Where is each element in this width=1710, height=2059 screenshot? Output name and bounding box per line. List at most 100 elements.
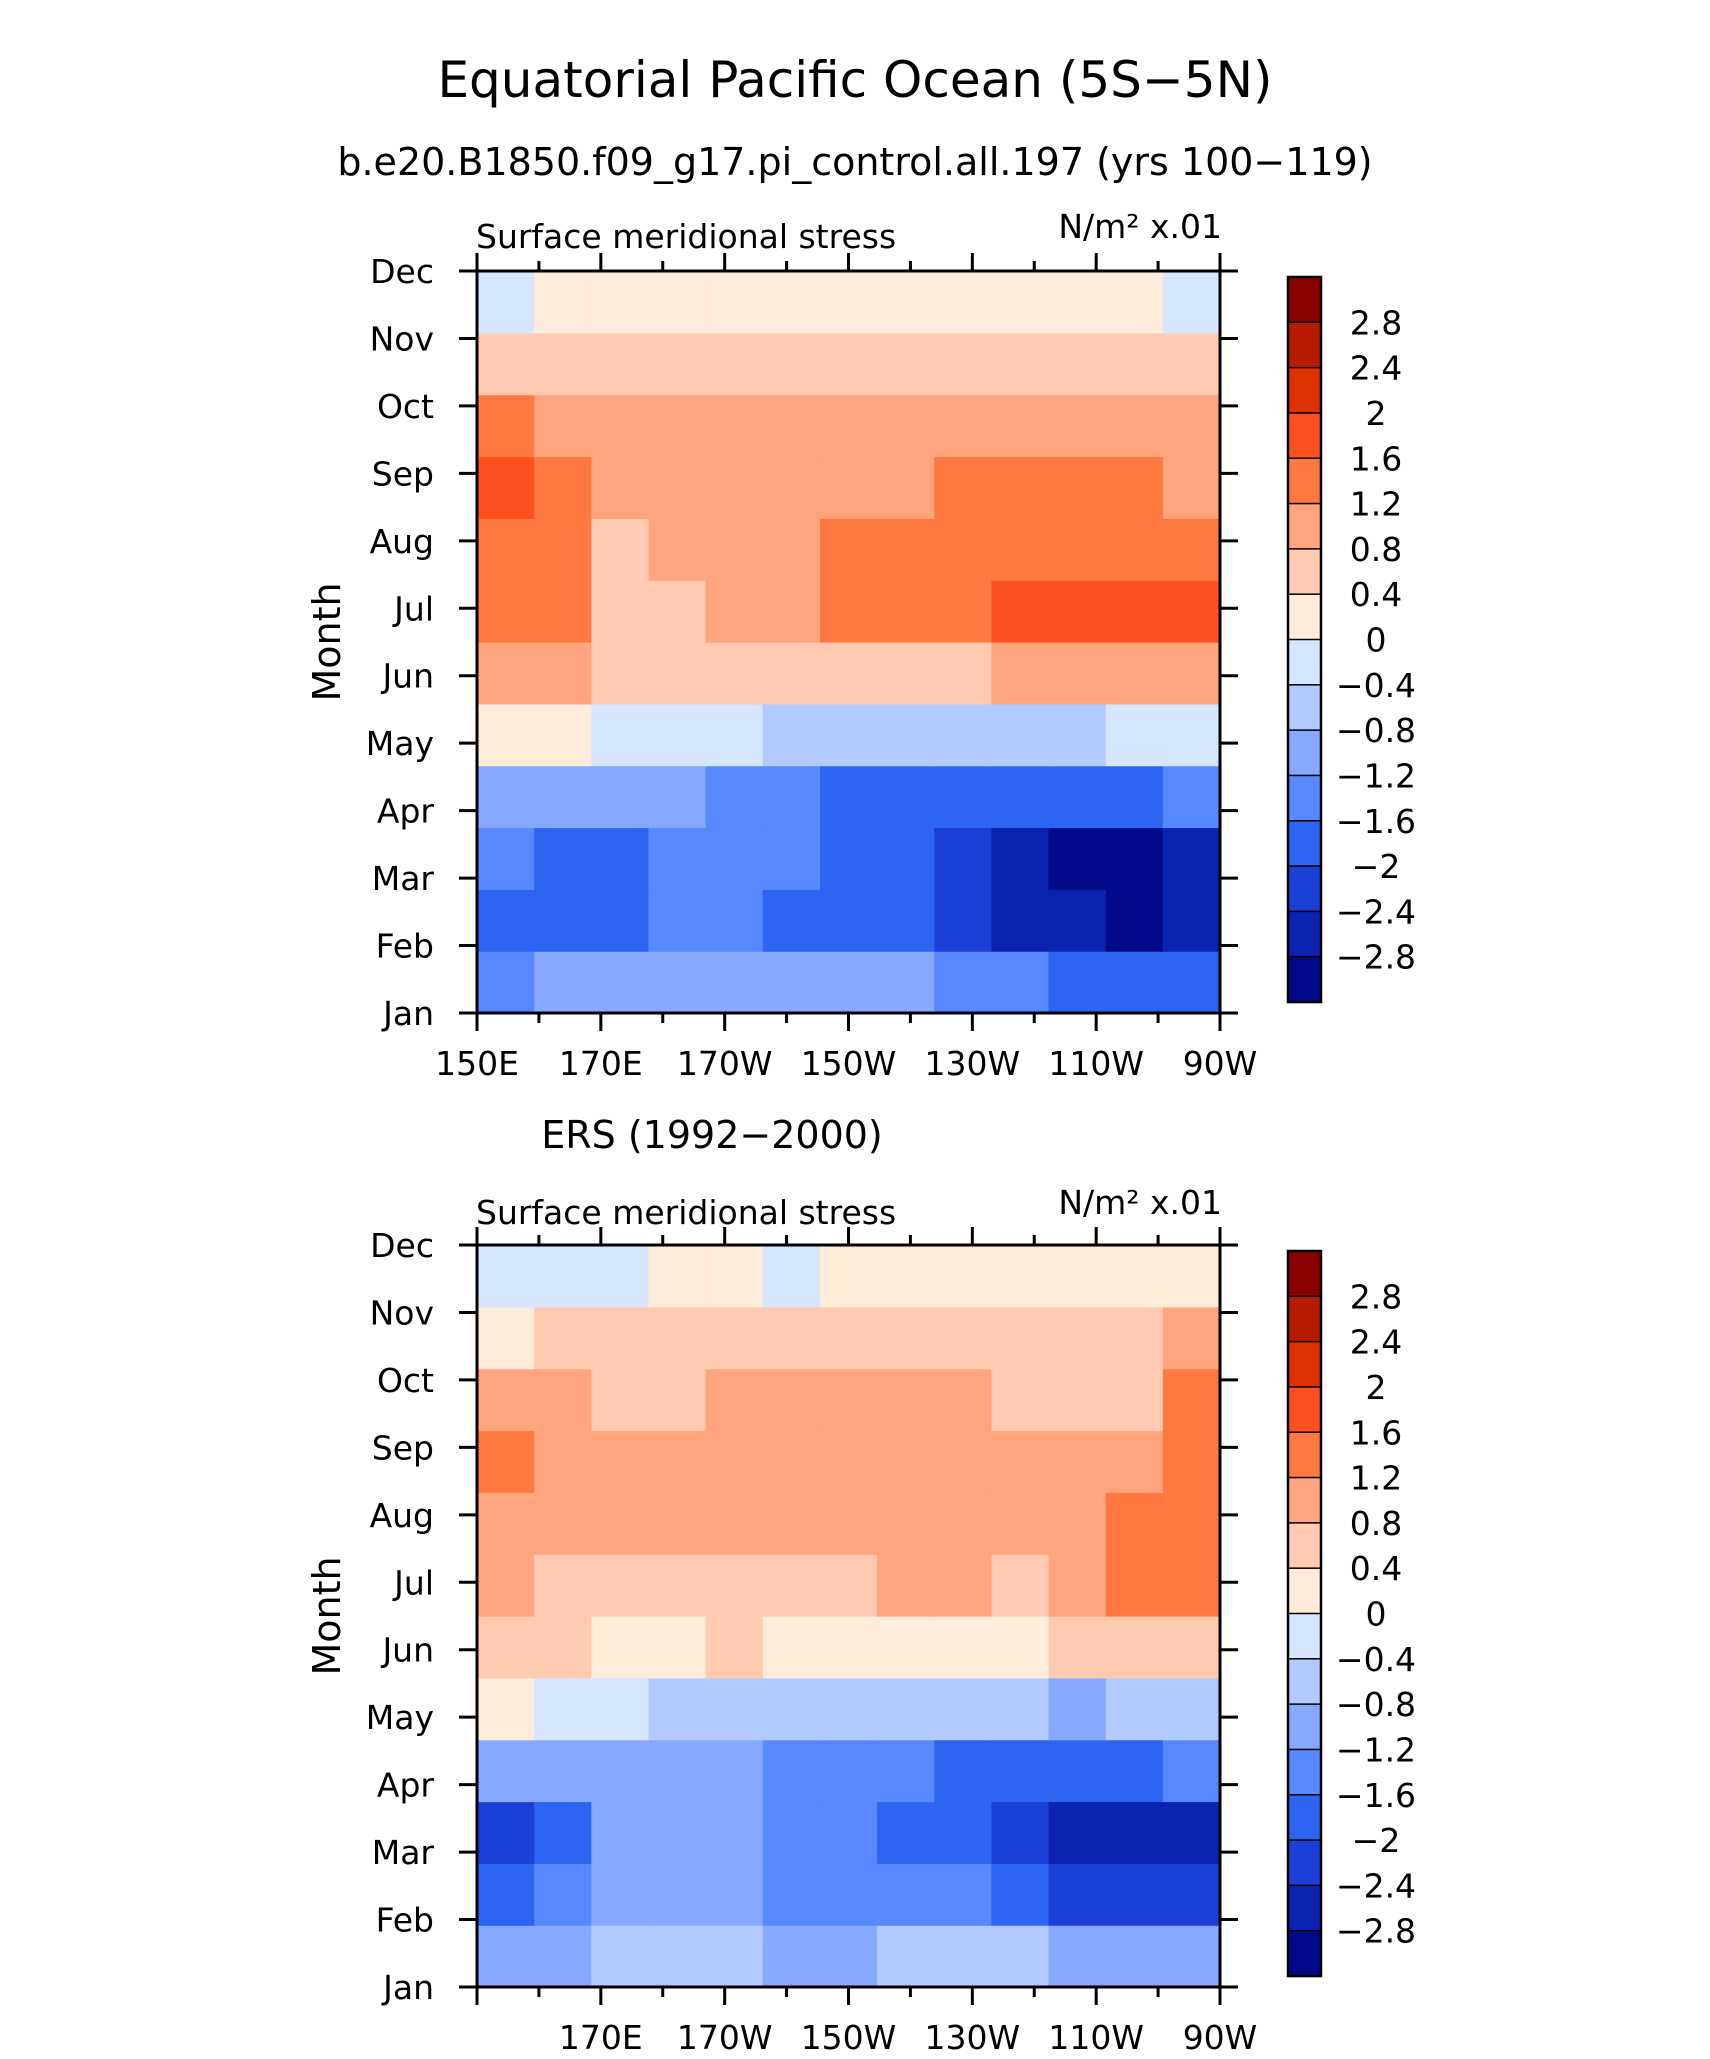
colorbar-label: 1.6 <box>1350 439 1402 478</box>
colorbar-swatch <box>1287 1612 1322 1660</box>
heatmap-cell-mar-170w <box>705 827 764 890</box>
heatmap-cell-jul-120w <box>991 1554 1050 1617</box>
heatmap-cell-dec-150e <box>477 271 535 334</box>
heatmap-cell-oct-90w <box>1162 394 1221 458</box>
heatmap-cell-mar-110w <box>1048 1801 1107 1864</box>
heatmap-cell-jan-180 <box>648 951 707 1014</box>
heatmap-cell-mar-140w <box>877 827 935 890</box>
heatmap-cell-apr-100w <box>1105 1739 1164 1803</box>
heatmap-cell-may-180 <box>648 703 707 767</box>
heatmap-cell-apr-170w <box>705 765 764 829</box>
y-tick-label-jan: Jan <box>381 1968 434 2007</box>
heatmap-cell-feb-160e <box>534 889 592 952</box>
y-tick-label-jun: Jun <box>380 1631 434 1670</box>
heatmap-cell-jun-140w <box>877 1616 935 1679</box>
heatmap-cell-nov-130w <box>934 1306 992 1370</box>
heatmap-cell-aug-100w <box>1105 1492 1164 1555</box>
heatmap-cell-sep-120w <box>991 1430 1050 1493</box>
heatmap-cell-apr-110w <box>1048 765 1107 829</box>
heatmap-cell-may-160e <box>534 1677 592 1741</box>
heatmap-cell-jan-170e <box>591 1925 650 1988</box>
heatmap-cell-dec-110w <box>1048 1245 1107 1308</box>
heatmap-cell-sep-180 <box>648 1430 707 1493</box>
heatmap-cell-apr-170w <box>705 1739 764 1803</box>
panel-units: N/m² x.01 <box>1058 1183 1222 1222</box>
y-axis-label: Month <box>305 1556 349 1675</box>
heatmap-cell-nov-160e <box>534 1306 592 1370</box>
heatmap-cell-may-110w <box>1048 1677 1107 1741</box>
heatmap-cell-nov-140w <box>877 1306 935 1370</box>
heatmap-cell-feb-120w <box>991 889 1050 952</box>
heatmap-cell-jun-150w <box>819 1616 878 1679</box>
heatmap-cell-apr-170e <box>591 765 650 829</box>
heatmap-cell-nov-90w <box>1162 332 1221 396</box>
heatmap-cell-feb-150e <box>477 889 535 952</box>
heatmap-cell-feb-150w <box>819 889 878 952</box>
heatmap-cell-jan-140w <box>877 1925 935 1988</box>
colorbar-label: 2.8 <box>1350 1277 1402 1316</box>
colorbar-swatch <box>1287 865 1322 913</box>
panel-model: ERS (1992−2000) Surface meridional stres… <box>305 207 1257 1157</box>
heatmap-cell-jun-110w <box>1048 642 1107 705</box>
heatmap-cell-feb-90w <box>1162 1863 1221 1926</box>
heatmap-cell-apr-90w <box>1162 1739 1221 1803</box>
heatmap-cell-nov-150w <box>819 1306 878 1370</box>
panel-title: ERS (1992−2000) <box>541 1113 883 1157</box>
y-tick-label-sep: Sep <box>372 454 434 493</box>
heatmap-cell-feb-170e <box>591 1863 650 1926</box>
heatmap-cell-mar-170e <box>591 1801 650 1864</box>
heatmap-cell-feb-180 <box>648 1863 707 1926</box>
heatmap-cell-dec-160e <box>534 271 592 334</box>
heatmap-cell-sep-170e <box>591 1430 650 1493</box>
heatmap-cell-dec-110w <box>1048 271 1107 334</box>
heatmap-cell-sep-150e <box>477 1430 535 1493</box>
colorbar-label: −2.4 <box>1336 1866 1416 1905</box>
heatmap-cell-may-180 <box>648 1677 707 1741</box>
heatmap-cell-aug-150e <box>477 1492 535 1555</box>
heatmap-cell-sep-160e <box>534 1430 592 1493</box>
heatmap-cell-jun-110w <box>1048 1616 1107 1679</box>
heatmap-cell-mar-180 <box>648 1801 707 1864</box>
heatmap-cell-jul-170w <box>705 580 764 643</box>
heatmap-cell-oct-160e <box>534 1368 592 1432</box>
heatmap-cell-jul-150w <box>819 1554 878 1617</box>
heatmap-cell-jan-130w <box>934 951 992 1014</box>
heatmap-cell-jul-100w <box>1105 580 1164 643</box>
heatmap-cell-dec-160w <box>762 1245 821 1308</box>
x-tick-label-110w: 110W <box>1048 1044 1144 1083</box>
heatmap-cell-jun-170w <box>705 1616 764 1679</box>
heatmap-cell-may-170e <box>591 1677 650 1741</box>
heatmap-cell-jan-170w <box>705 951 764 1014</box>
colorbar-swatch <box>1287 729 1322 777</box>
heatmap-cell-may-150e <box>477 703 535 767</box>
heatmap-cell-jul-170e <box>591 1554 650 1617</box>
heatmap-cell-may-150e <box>477 1677 535 1741</box>
x-tick-label-170e: 170E <box>559 2018 643 2057</box>
heatmap-cell-aug-140w <box>877 518 935 581</box>
heatmap-cell-nov-170w <box>705 1306 764 1370</box>
heatmap-cell-jul-110w <box>1048 580 1107 643</box>
heatmap-cell-apr-150e <box>477 1739 535 1803</box>
colorbar-swatch <box>1287 548 1322 596</box>
heatmap-cell-aug-130w <box>934 518 992 581</box>
heatmap-cell-jun-170e <box>591 642 650 705</box>
colorbar-swatch <box>1287 1884 1322 1932</box>
heatmap-cell-dec-140w <box>877 1245 935 1308</box>
heatmap-cell-mar-150w <box>819 1801 878 1864</box>
heatmap-cell-apr-140w <box>877 765 935 829</box>
colorbar-label: −2.8 <box>1336 1912 1416 1951</box>
heatmap-cell-aug-170w <box>705 1492 764 1555</box>
heatmap-cell-apr-130w <box>934 1739 992 1803</box>
x-axis-ticks: 150E 170E 170W 150W 130W 110W 90W <box>435 253 1257 1083</box>
y-tick-label-jul: Jul <box>392 1563 434 1602</box>
colorbar-label: 1.2 <box>1350 485 1402 524</box>
heatmap-cell-dec-100w <box>1105 271 1164 334</box>
heatmap-cell-nov-110w <box>1048 1306 1107 1370</box>
heatmap-cell-aug-110w <box>1048 518 1107 581</box>
heatmap-cell-oct-90w <box>1162 1368 1221 1432</box>
colorbar-ers: 2.8 2.4 2 1.6 1.2 0.8 0.4 0 −0.4 −0.8 −1.2 −1.6 −2 −2… <box>1286 1249 1416 1978</box>
colorbar-swatch <box>1287 1295 1322 1343</box>
heatmap-cell-mar-160e <box>534 827 592 890</box>
colorbar-label: −0.4 <box>1336 666 1416 705</box>
heatmap-cell-jan-110w <box>1048 1925 1107 1988</box>
